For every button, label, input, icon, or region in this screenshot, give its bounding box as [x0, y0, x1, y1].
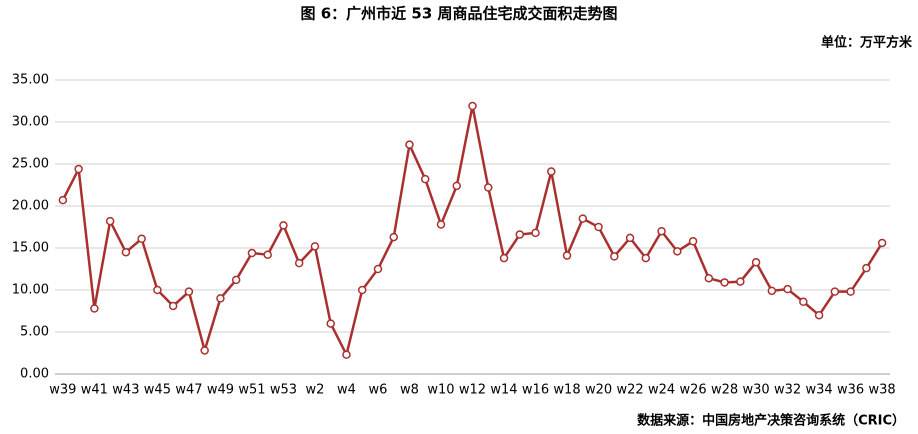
- data-point: [452, 181, 461, 191]
- data-point: [515, 230, 525, 239]
- data-point: [294, 258, 304, 268]
- data-point: [468, 101, 477, 111]
- x-tick-label: w16: [522, 383, 549, 398]
- chart-title: 图 6：广州市近 53 周商品住宅成交面积走势图: [301, 5, 618, 23]
- data-point: [357, 285, 367, 295]
- x-tick-label: w6: [369, 383, 388, 398]
- data-point: [184, 287, 194, 296]
- x-tick-label: w18: [553, 383, 580, 398]
- data-point: [279, 221, 288, 230]
- x-tick-label: w39: [49, 383, 76, 398]
- x-tick-label: w43: [112, 383, 139, 398]
- data-point: [720, 278, 729, 287]
- data-point: [877, 238, 887, 248]
- data-point: [736, 277, 745, 286]
- data-point: [105, 216, 115, 226]
- data-point: [799, 297, 808, 307]
- data-point: [499, 253, 509, 263]
- data-point: [594, 222, 603, 232]
- data-point: [783, 284, 792, 294]
- data-point: [137, 234, 146, 244]
- x-tick-label: w10: [427, 383, 454, 398]
- data-point: [405, 140, 414, 149]
- data-point: [751, 258, 761, 267]
- data-point: [342, 350, 351, 359]
- data-point: [610, 252, 619, 261]
- data-point: [862, 263, 871, 273]
- x-tick-label: w41: [81, 383, 108, 398]
- x-tick-label: w2: [305, 383, 324, 398]
- data-point: [814, 310, 824, 320]
- x-tick-label: w49: [207, 383, 234, 398]
- data-point: [216, 294, 225, 303]
- data-point: [547, 167, 556, 176]
- y-tick-label: 10.00: [12, 283, 49, 298]
- unit-label: 单位：万平方米: [821, 35, 913, 51]
- data-point: [704, 273, 714, 283]
- x-tick-label: w36: [837, 383, 864, 398]
- data-point: [74, 164, 83, 174]
- data-point: [673, 247, 682, 256]
- x-tick-label: w34: [806, 383, 833, 398]
- data-point: [420, 174, 430, 184]
- x-tick-label: w45: [144, 383, 171, 398]
- data-point: [688, 237, 698, 246]
- data-point: [657, 226, 666, 236]
- data-point: [326, 319, 335, 328]
- y-tick-label: 30.00: [12, 115, 49, 130]
- data-point: [389, 232, 398, 242]
- x-tick-label: w12: [459, 383, 486, 398]
- x-tick-label: w32: [774, 383, 801, 398]
- x-tick-label: w51: [238, 383, 265, 398]
- x-tick-label: w30: [742, 383, 769, 398]
- data-point: [263, 250, 272, 259]
- data-point: [153, 285, 162, 295]
- x-tick-label: w22: [616, 383, 643, 398]
- x-tick-label: w20: [585, 383, 612, 398]
- x-tick-label: w24: [648, 383, 675, 398]
- data-point: [168, 301, 178, 311]
- x-tick-label: w53: [270, 383, 297, 398]
- x-tick-label: w28: [711, 383, 738, 398]
- data-point: [846, 287, 855, 296]
- data-point: [641, 253, 651, 263]
- data-point: [247, 248, 257, 258]
- x-tick-label: w8: [400, 383, 419, 398]
- y-tick-label: 15.00: [12, 241, 49, 256]
- x-tick-label: w26: [679, 383, 706, 398]
- x-tick-label: w4: [337, 383, 356, 398]
- data-point: [90, 304, 99, 313]
- data-point: [562, 251, 572, 260]
- y-tick-label: 35.00: [12, 73, 49, 88]
- data-point: [231, 275, 241, 285]
- data-point: [625, 233, 635, 243]
- y-tick-label: 25.00: [12, 157, 49, 172]
- x-tick-label: w47: [175, 383, 202, 398]
- source-note: 数据来源：中国房地产决策咨询系统（CRIC）: [637, 413, 905, 429]
- data-point: [767, 286, 777, 296]
- data-point: [58, 195, 68, 205]
- data-point: [436, 220, 446, 229]
- y-tick-label: 5.00: [20, 325, 49, 340]
- data-point: [373, 264, 383, 274]
- y-tick-label: 0.00: [20, 367, 49, 382]
- data-point: [310, 242, 320, 251]
- data-point: [484, 183, 493, 192]
- data-point: [578, 214, 588, 223]
- x-tick-label: w38: [869, 383, 896, 398]
- y-tick-label: 20.00: [12, 199, 49, 214]
- data-point: [121, 247, 131, 257]
- data-point: [531, 228, 540, 238]
- data-point: [830, 287, 840, 296]
- x-tick-label: w14: [490, 383, 517, 398]
- data-line: [61, 105, 884, 359]
- data-point: [200, 346, 209, 355]
